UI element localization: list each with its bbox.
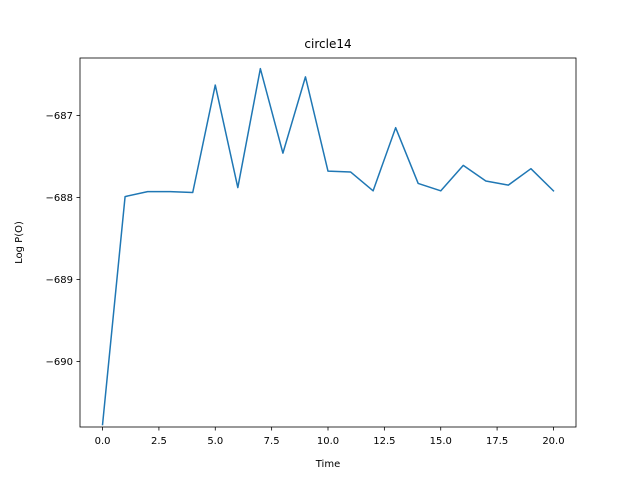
y-tick-label: −687 [46,111,73,122]
y-tick-label: −689 [46,275,73,286]
y-axis-label: Log P(O) [14,221,25,264]
x-tick-label: 15.0 [430,436,452,447]
x-axis-label: Time [315,459,340,470]
y-tick-label: −688 [46,193,73,204]
y-axis: −690 −689 −688 −687 [46,111,80,368]
x-tick-label: 0.0 [95,436,111,447]
x-tick-label: 20.0 [542,436,564,447]
x-tick-label: 7.5 [264,436,280,447]
y-tick-label: −690 [46,357,73,368]
x-tick-label: 10.0 [317,436,339,447]
x-tick-label: 12.5 [373,436,395,447]
chart-title: circle14 [304,37,351,51]
x-tick-label: 17.5 [486,436,508,447]
x-tick-label: 2.5 [151,436,167,447]
series-line [101,67,555,426]
x-tick-label: 5.0 [207,436,223,447]
x-axis: 0.0 2.5 5.0 7.5 10.0 12.5 15.0 17.5 20.0 [95,427,565,447]
